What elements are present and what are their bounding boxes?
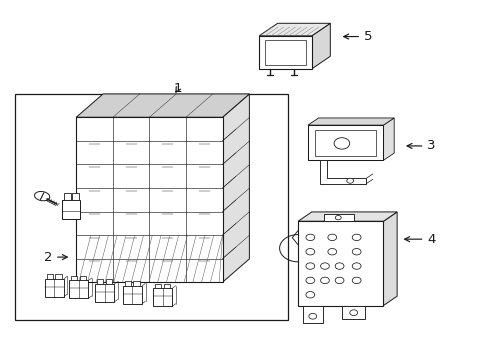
Bar [163, 284, 169, 288]
Bar [264, 40, 305, 64]
Text: 1: 1 [173, 82, 182, 95]
Bar [105, 279, 112, 284]
Bar [155, 284, 161, 288]
Bar [72, 193, 79, 200]
Bar [122, 286, 142, 304]
Bar [133, 281, 140, 286]
Circle shape [320, 277, 329, 284]
Circle shape [334, 263, 343, 269]
Polygon shape [222, 94, 249, 282]
Polygon shape [298, 212, 396, 221]
Circle shape [305, 248, 314, 255]
Bar [46, 274, 53, 279]
Text: 5: 5 [343, 30, 372, 43]
Circle shape [351, 263, 360, 269]
Circle shape [334, 277, 343, 284]
Bar [303, 306, 322, 323]
Bar [307, 125, 383, 160]
Bar [69, 280, 88, 298]
Bar [71, 276, 77, 280]
Circle shape [351, 277, 360, 284]
Polygon shape [320, 160, 366, 184]
Text: 3: 3 [406, 139, 435, 152]
Polygon shape [76, 94, 249, 117]
Circle shape [305, 292, 314, 298]
Bar [44, 279, 64, 297]
Bar [64, 193, 71, 200]
Ellipse shape [35, 192, 50, 201]
Polygon shape [311, 23, 330, 69]
Polygon shape [307, 118, 393, 125]
Polygon shape [259, 23, 330, 36]
Circle shape [335, 216, 341, 220]
Text: 4: 4 [404, 233, 435, 246]
Circle shape [349, 310, 357, 316]
Circle shape [305, 234, 314, 240]
Circle shape [351, 234, 360, 240]
Bar [95, 284, 114, 302]
Text: 2: 2 [43, 251, 67, 264]
Polygon shape [383, 118, 393, 160]
Bar [153, 288, 172, 306]
Bar [315, 130, 375, 156]
Bar [15, 94, 288, 320]
Circle shape [305, 277, 314, 284]
Circle shape [327, 234, 336, 240]
Circle shape [320, 263, 329, 269]
Circle shape [305, 263, 314, 269]
Bar [55, 274, 61, 279]
Bar [97, 279, 103, 284]
Bar [259, 36, 311, 69]
Bar [341, 306, 365, 319]
Bar [323, 214, 353, 221]
Circle shape [308, 314, 316, 319]
Circle shape [351, 248, 360, 255]
Circle shape [346, 178, 353, 183]
Bar [298, 221, 383, 306]
Bar [80, 276, 86, 280]
Bar [76, 117, 222, 282]
Circle shape [327, 248, 336, 255]
Circle shape [333, 138, 349, 149]
Bar [124, 281, 131, 286]
Bar [61, 200, 80, 220]
Polygon shape [383, 212, 396, 306]
